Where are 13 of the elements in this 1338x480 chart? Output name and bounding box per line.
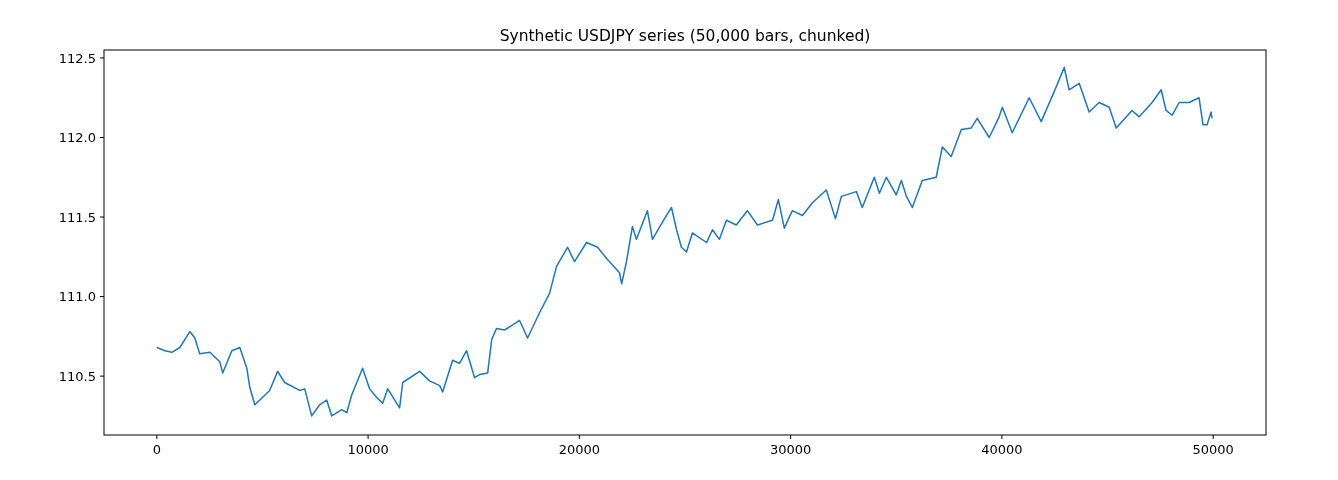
chart-title: Synthetic USDJPY series (50,000 bars, chunked) — [499, 27, 871, 45]
y-tick-label: 112.5 — [58, 50, 96, 66]
x-tick-label: 40000 — [981, 442, 1023, 457]
x-tick-label: 30000 — [769, 442, 812, 457]
y-tick-label: 111.0 — [58, 289, 96, 305]
x-tick-label: 10000 — [347, 442, 389, 457]
x-tick-label: 20000 — [558, 442, 601, 457]
y-tick-label: 110.5 — [58, 368, 96, 384]
line-series — [156, 66, 1213, 417]
y-tick-label: 111.5 — [58, 209, 96, 225]
x-tick-label: 0 — [152, 442, 161, 457]
x-tick-label: 50000 — [1192, 442, 1234, 457]
y-tick-label: 112.0 — [58, 130, 96, 146]
